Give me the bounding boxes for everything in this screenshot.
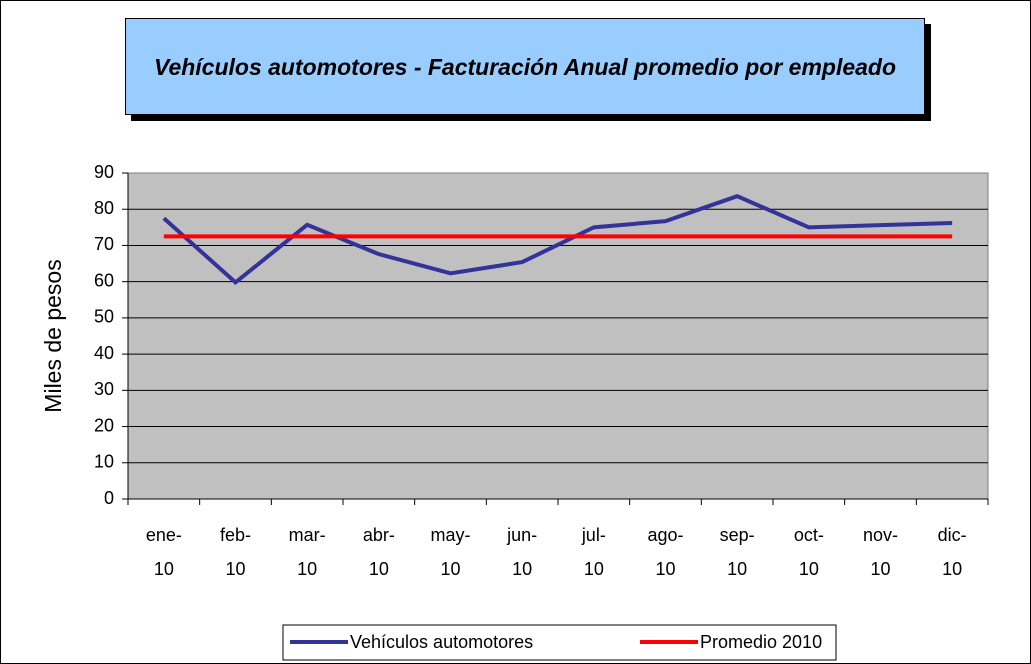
chart-title: Vehículos automotores - Facturación Anua… bbox=[125, 18, 925, 115]
y-tick-label: 60 bbox=[94, 270, 114, 290]
y-tick-label: 80 bbox=[94, 198, 114, 218]
x-tick-label: feb- 10 bbox=[220, 525, 251, 579]
x-tick-line: ago- bbox=[647, 525, 683, 545]
x-tick-label: abr- 10 bbox=[363, 525, 395, 579]
x-tick-line: dic- bbox=[938, 525, 967, 545]
y-tick-label: 0 bbox=[104, 488, 114, 508]
x-tick-line: 10 bbox=[727, 559, 747, 579]
x-tick-line: jul- bbox=[581, 525, 606, 545]
y-tick-label: 70 bbox=[94, 234, 114, 254]
y-tick-label: 90 bbox=[94, 162, 114, 182]
x-tick-label: ago- 10 bbox=[647, 525, 683, 579]
x-tick-label: jul- 10 bbox=[581, 525, 606, 579]
y-tick-label: 40 bbox=[94, 343, 114, 363]
plot-area bbox=[127, 172, 989, 500]
x-tick-line: 10 bbox=[154, 559, 174, 579]
x-tick-line: 10 bbox=[225, 559, 245, 579]
x-tick-label: may- 10 bbox=[431, 525, 471, 579]
x-tick-line: sep- bbox=[720, 525, 755, 545]
x-tick-line: oct- bbox=[794, 525, 824, 545]
y-tick-label: 30 bbox=[94, 379, 114, 399]
x-tick-line: 10 bbox=[655, 559, 675, 579]
legend-label: Vehículos automotores bbox=[350, 632, 533, 652]
x-tick-line: 10 bbox=[942, 559, 962, 579]
x-tick-line: 10 bbox=[584, 559, 604, 579]
x-tick-label: dic- 10 bbox=[938, 525, 967, 579]
x-tick-line: 10 bbox=[870, 559, 890, 579]
x-tick-line: mar- bbox=[289, 525, 326, 545]
x-tick-line: abr- bbox=[363, 525, 395, 545]
legend-label: Promedio 2010 bbox=[700, 632, 822, 652]
x-tick-label: oct- 10 bbox=[794, 525, 824, 579]
x-tick-line: may- bbox=[431, 525, 471, 545]
y-tick-label: 20 bbox=[94, 415, 114, 435]
x-tick-line: jun- bbox=[506, 525, 537, 545]
x-tick-line: nov- bbox=[863, 525, 898, 545]
x-tick-line: 10 bbox=[512, 559, 532, 579]
x-tick-line: 10 bbox=[799, 559, 819, 579]
x-tick-line: feb- bbox=[220, 525, 251, 545]
x-tick-line: 10 bbox=[369, 559, 389, 579]
legend-box bbox=[282, 624, 837, 661]
y-tick-label: 50 bbox=[94, 307, 114, 327]
x-tick-line: 10 bbox=[440, 559, 460, 579]
x-tick-label: nov- 10 bbox=[863, 525, 898, 579]
x-tick-line: 10 bbox=[297, 559, 317, 579]
x-tick-label: jun- 10 bbox=[506, 525, 537, 579]
y-tick-label: 10 bbox=[94, 452, 114, 472]
x-tick-label: ene- 10 bbox=[146, 525, 182, 579]
x-tick-label: sep- 10 bbox=[720, 525, 755, 579]
x-tick-line: ene- bbox=[146, 525, 182, 545]
x-tick-label: mar- 10 bbox=[289, 525, 326, 579]
y-axis-label: Miles de pesos bbox=[40, 259, 66, 412]
